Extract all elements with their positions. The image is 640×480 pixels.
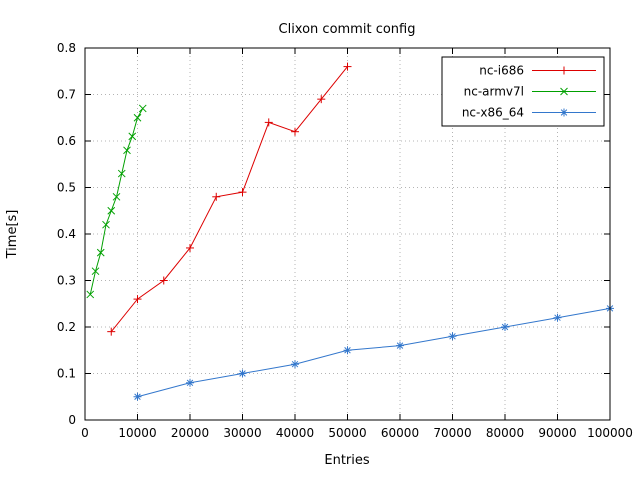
x-marker bbox=[128, 132, 137, 141]
x-marker bbox=[560, 87, 568, 96]
x-marker bbox=[138, 104, 147, 113]
x-marker bbox=[123, 146, 131, 155]
legend-label-nc-i686: nc-i686 bbox=[479, 64, 524, 78]
legend-label-nc-x86_64: nc-x86_64 bbox=[462, 106, 524, 120]
x-marker bbox=[96, 248, 105, 257]
plus-marker bbox=[107, 327, 116, 336]
y-tick-label: 0.8 bbox=[57, 41, 76, 55]
x-tick-label: 0 bbox=[81, 426, 89, 440]
x-tick-label: 100000 bbox=[587, 426, 633, 440]
y-tick-label: 0.4 bbox=[57, 227, 76, 241]
x-tick-label: 10000 bbox=[118, 426, 156, 440]
x-tick-label: 70000 bbox=[433, 426, 471, 440]
legend-label-nc-armv7l: nc-armv7l bbox=[464, 85, 524, 99]
x-marker bbox=[112, 192, 121, 201]
x-tick-label: 80000 bbox=[486, 426, 524, 440]
y-tick-label: 0 bbox=[68, 413, 76, 427]
plus-marker bbox=[317, 95, 326, 104]
series-nc-armv7l bbox=[86, 104, 147, 299]
chart-title: Clixon commit config bbox=[279, 22, 416, 37]
plus-marker bbox=[264, 118, 273, 127]
x-tick-label: 20000 bbox=[171, 426, 209, 440]
y-tick-label: 0.1 bbox=[57, 367, 76, 381]
x-marker bbox=[117, 169, 126, 178]
x-marker bbox=[86, 290, 95, 299]
plus-marker bbox=[186, 243, 194, 252]
series-line-nc-x86_64 bbox=[137, 307, 611, 398]
asterisk-marker bbox=[448, 332, 457, 341]
y-tick-label: 0.3 bbox=[57, 274, 76, 288]
asterisk-marker bbox=[343, 346, 352, 355]
x-tick-label: 40000 bbox=[276, 426, 314, 440]
plus-marker bbox=[343, 62, 352, 71]
x-marker bbox=[133, 113, 142, 122]
y-axis-label: Time[s] bbox=[5, 210, 20, 260]
asterisk-marker bbox=[396, 341, 404, 350]
y-tick-label: 0.5 bbox=[57, 181, 76, 195]
asterisk-marker bbox=[238, 369, 247, 378]
plus-marker bbox=[212, 192, 221, 201]
x-axis-label: Entries bbox=[324, 453, 370, 468]
tick-labels: 0 10000 20000 30000 40000 50000 60000 70000 8000… bbox=[57, 41, 633, 440]
x-marker bbox=[107, 206, 116, 215]
x-tick-label: 60000 bbox=[381, 426, 419, 440]
axis-ticks bbox=[84, 47, 611, 421]
plot-layer: 0 10000 20000 30000 40000 50000 60000 70000 8000… bbox=[57, 41, 633, 440]
plus-marker bbox=[159, 276, 168, 285]
y-tick-label: 0.2 bbox=[57, 320, 76, 334]
series-line-nc-armv7l bbox=[89, 108, 144, 295]
series-nc-x86_64 bbox=[133, 304, 614, 401]
x-tick-label: 90000 bbox=[538, 426, 576, 440]
x-tick-label: 50000 bbox=[328, 426, 366, 440]
series-line-nc-i686 bbox=[110, 66, 348, 332]
asterisk-marker bbox=[501, 323, 509, 331]
asterisk-marker bbox=[553, 313, 562, 322]
asterisk-marker bbox=[186, 378, 194, 387]
y-tick-label: 0.6 bbox=[57, 134, 76, 148]
x-marker bbox=[102, 220, 110, 229]
plus-marker bbox=[291, 127, 299, 136]
plus-marker bbox=[133, 295, 142, 304]
legend: nc-i686 nc-armv7l nc-x86_64 bbox=[441, 56, 605, 127]
x-marker bbox=[91, 267, 100, 276]
plus-marker bbox=[560, 66, 568, 75]
plus-marker bbox=[238, 188, 247, 197]
asterisk-marker bbox=[560, 108, 568, 117]
y-tick-label: 0.7 bbox=[57, 88, 76, 102]
asterisk-marker bbox=[291, 360, 299, 369]
asterisk-marker bbox=[133, 392, 142, 401]
x-tick-label: 30000 bbox=[223, 426, 261, 440]
series-nc-i686 bbox=[107, 62, 352, 336]
